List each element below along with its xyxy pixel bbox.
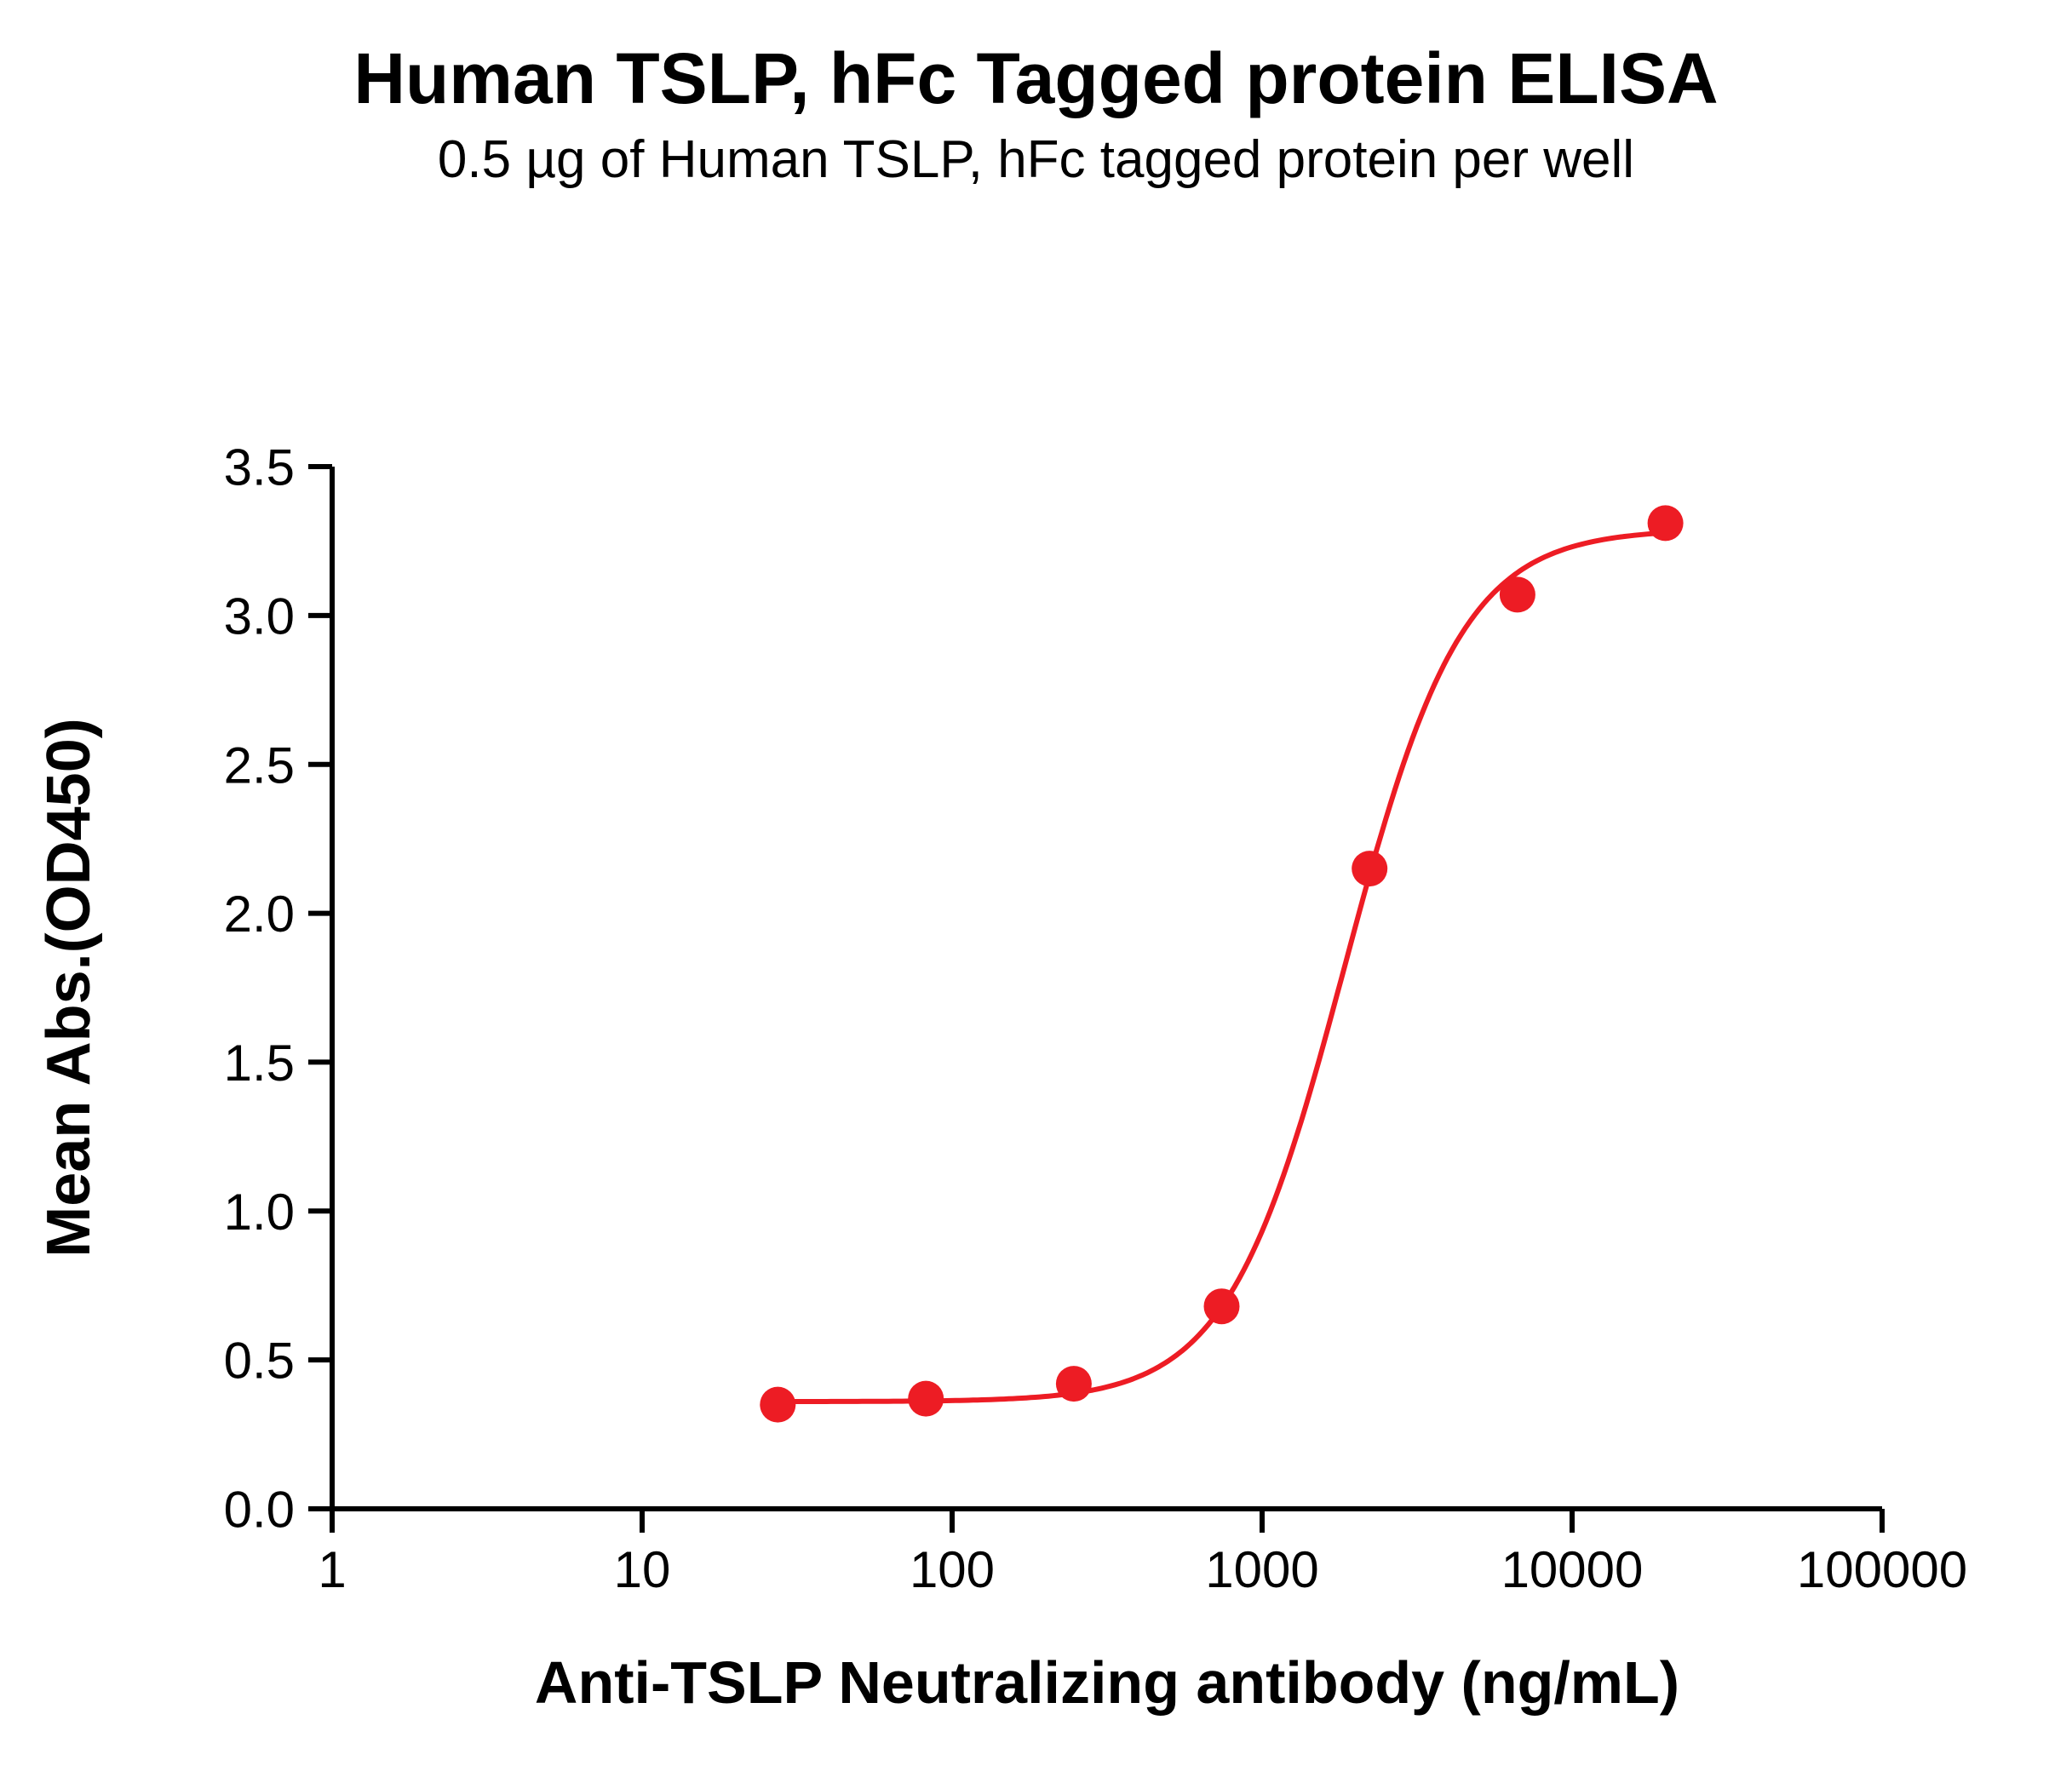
fit-curve-layer bbox=[775, 530, 1668, 1404]
y-axis-title: Mean Abs.(OD450) bbox=[35, 718, 103, 1257]
y-tick-label: 0.0 bbox=[224, 1482, 295, 1539]
x-tick-label: 1000 bbox=[1205, 1541, 1318, 1598]
x-tick-label: 10000 bbox=[1501, 1541, 1644, 1598]
data-points-layer bbox=[760, 505, 1684, 1423]
y-tick-label: 0.5 bbox=[224, 1333, 295, 1390]
chart-subtitle: 0.5 µg of Human TSLP, hFc tagged protein… bbox=[437, 130, 1635, 189]
y-tick-label: 1.0 bbox=[224, 1184, 295, 1241]
y-tick-label: 2.5 bbox=[224, 737, 295, 794]
data-point bbox=[1055, 1366, 1092, 1402]
x-tick-label: 100000 bbox=[1797, 1541, 1967, 1598]
chart-title: Human TSLP, hFc Tagged protein ELISA bbox=[353, 38, 1719, 118]
data-point bbox=[760, 1386, 796, 1423]
y-tick-label: 1.5 bbox=[224, 1035, 295, 1092]
data-point bbox=[1203, 1288, 1240, 1325]
y-tick-label: 3.0 bbox=[224, 588, 295, 645]
data-point bbox=[908, 1380, 944, 1417]
x-axis-title: Anti-TSLP Neutralizing antibody (ng/mL) bbox=[535, 1649, 1679, 1716]
y-tick-label: 2.0 bbox=[224, 886, 295, 943]
fit-curve bbox=[775, 530, 1668, 1404]
x-tick-label: 10 bbox=[614, 1541, 671, 1598]
x-tick-label: 100 bbox=[910, 1541, 995, 1598]
data-point bbox=[1499, 576, 1535, 613]
axes-layer: 1 10 100 1000 10000 100000 0.0 0.5 1.0 1.5 2.0 2.5 3… bbox=[224, 439, 1968, 1598]
data-point bbox=[1352, 851, 1388, 887]
data-point bbox=[1647, 505, 1684, 542]
axis-lines bbox=[330, 467, 1882, 1511]
y-tick-label: 3.5 bbox=[224, 439, 295, 496]
x-tick-label: 1 bbox=[318, 1541, 346, 1598]
